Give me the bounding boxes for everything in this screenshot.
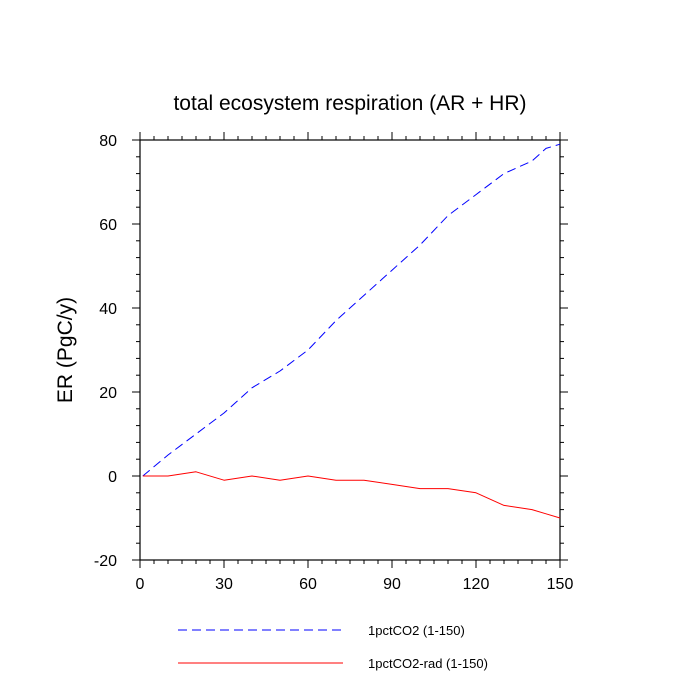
x-tick-label: 30	[215, 576, 233, 593]
x-tick-label: 120	[463, 576, 490, 593]
legend-label-1: 1pctCO2 (1-150)	[368, 623, 465, 638]
y-tick-label: 0	[108, 469, 117, 486]
y-tick-label: -20	[94, 553, 117, 570]
series-line-1	[142, 143, 561, 477]
y-tick-label: 80	[99, 133, 117, 150]
series-line-2	[142, 471, 561, 519]
legend: 1pctCO2 (1-150) 1pctCO2-rad (1-150)	[178, 623, 488, 671]
x-tick-label: 90	[383, 576, 401, 593]
x-tick-label: 150	[547, 576, 574, 593]
y-axis-label: ER (PgC/y)	[54, 297, 77, 403]
legend-label-2: 1pctCO2-rad (1-150)	[368, 656, 488, 671]
plot-frame	[139, 139, 561, 561]
y-tick-label: 60	[99, 217, 117, 234]
y-tick-label: 40	[99, 301, 117, 318]
x-tick-label: 60	[299, 576, 317, 593]
plot-area: 0 30 60 90 120 150 -20 0 20 40 60 80	[94, 132, 574, 593]
x-tick-label: 0	[136, 576, 145, 593]
y-tick-label: 20	[99, 385, 117, 402]
chart-title: total ecosystem respiration (AR + HR)	[173, 92, 526, 115]
